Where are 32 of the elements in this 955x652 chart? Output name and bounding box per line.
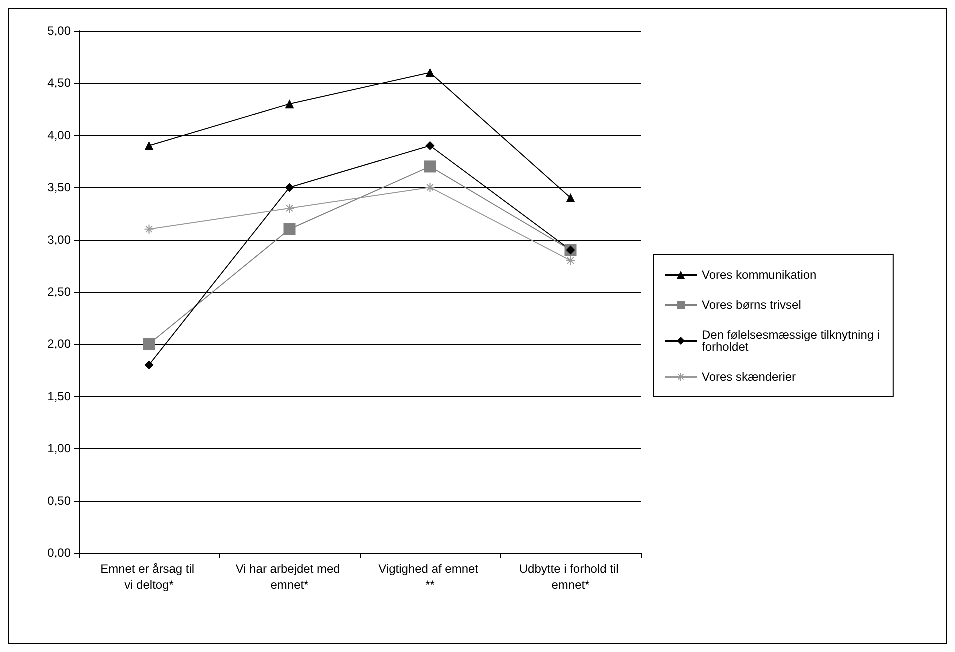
point — [426, 141, 435, 150]
legend-label: Vores kommunikation — [702, 268, 817, 282]
x-tick-label: Emnet er årsag til vi deltog* — [100, 562, 198, 592]
legend-label: Vores skænderier — [702, 370, 796, 384]
point — [566, 194, 576, 203]
y-tick-label: 4,00 — [48, 128, 72, 142]
point — [284, 223, 296, 236]
y-tick-label: 0,50 — [48, 494, 72, 508]
point — [426, 68, 435, 78]
y-tick-label: 2,50 — [48, 285, 72, 299]
point — [144, 360, 154, 370]
y-tick-label: 1,00 — [48, 442, 72, 456]
point — [144, 224, 154, 234]
y-tick-label: 1,50 — [48, 389, 72, 404]
y-tick-label: 3,50 — [48, 180, 72, 195]
x-tick-label: Vi har arbejdet med emnet* — [236, 562, 344, 592]
point — [144, 141, 154, 150]
x-tick-label: Vigtighed af emnet ** — [378, 562, 482, 592]
y-tick-label: 2,00 — [48, 337, 72, 352]
x-tick-label: Udbytte i forhold til emnet* — [519, 562, 622, 592]
y-tick-label: 5,00 — [48, 24, 72, 38]
point — [566, 256, 576, 266]
legend-label: Den følelsesmæssige tilknytning i forholdet — [702, 328, 884, 354]
point — [143, 338, 156, 350]
point — [424, 160, 436, 173]
y-tick-label: 3,00 — [48, 232, 72, 247]
y-tick-label: 4,50 — [48, 76, 72, 90]
point — [426, 183, 435, 192]
legend-label: Vores børns trivsel — [702, 298, 802, 312]
point — [285, 183, 294, 192]
point — [285, 100, 294, 109]
y-tick-label: 0,00 — [48, 546, 72, 560]
